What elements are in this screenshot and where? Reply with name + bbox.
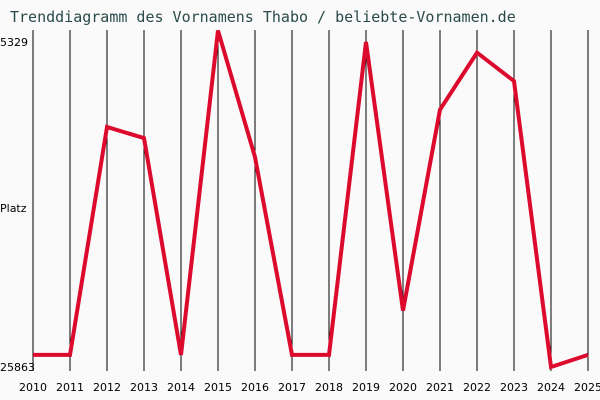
x-tick-label: 2021 xyxy=(426,381,454,394)
x-tick-label: 2024 xyxy=(537,381,565,394)
x-tick-label: 2022 xyxy=(463,381,491,394)
series-line xyxy=(33,29,589,370)
x-tick-label: 2020 xyxy=(389,381,417,394)
x-tick-label: 2023 xyxy=(500,381,528,394)
y-axis-label: Platz xyxy=(0,202,27,215)
y-tick-bottom: 25863 xyxy=(0,361,35,374)
x-tick-label: 2013 xyxy=(130,381,158,394)
x-tick-label: 2010 xyxy=(19,381,47,394)
x-tick-label: 2025 xyxy=(574,381,600,394)
x-tick-label: 2012 xyxy=(93,381,121,394)
chart-title: Trenddiagramm des Vornamens Thabo / beli… xyxy=(10,8,516,26)
y-tick-top: 5329 xyxy=(0,36,28,49)
x-tick-label: 2017 xyxy=(278,381,306,394)
x-tick-label: 2018 xyxy=(315,381,343,394)
x-tick-label: 2015 xyxy=(204,381,232,394)
x-tick-label: 2019 xyxy=(352,381,380,394)
x-tick-label: 2016 xyxy=(241,381,269,394)
x-tick-label: 2011 xyxy=(56,381,84,394)
x-tick-label: 2014 xyxy=(167,381,195,394)
